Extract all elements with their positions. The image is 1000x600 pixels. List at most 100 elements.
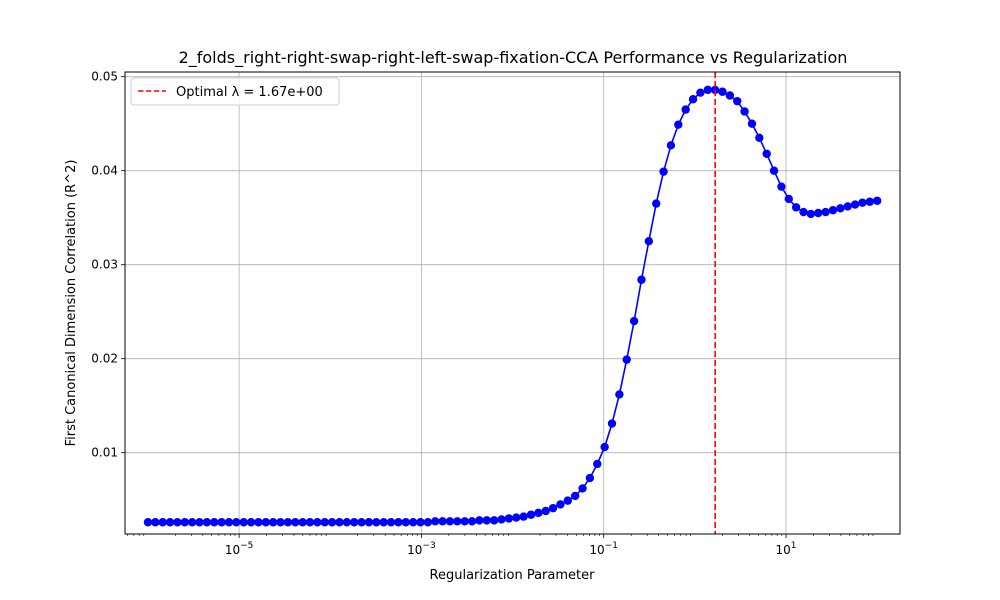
data-point [850, 200, 860, 209]
data-point [187, 518, 197, 527]
y-tick-label: 0.04 [91, 164, 118, 178]
data-point [659, 167, 668, 176]
data-point [180, 518, 189, 527]
x-axis-label: Regularization Parameter [430, 568, 596, 583]
data-point [836, 204, 845, 213]
x-tick-label: 10−5 [225, 541, 254, 557]
data-point [394, 518, 403, 527]
data-point [784, 194, 793, 204]
data-point [276, 518, 285, 527]
data-point [548, 503, 558, 513]
data-point [806, 209, 816, 219]
data-point [151, 518, 160, 527]
data-point [320, 518, 329, 527]
data-point [570, 491, 580, 501]
data-point [666, 141, 676, 150]
x-axis-ticks: 10−5 10−3 10−1 101 [127, 534, 874, 557]
data-point [821, 207, 830, 217]
data-point [696, 88, 705, 97]
data-point [438, 517, 447, 526]
data-point [828, 205, 838, 215]
legend-box [130, 77, 340, 106]
data-point [622, 355, 631, 364]
data-point [165, 518, 175, 527]
y-tick-label: 0.03 [91, 258, 118, 272]
data-point [431, 517, 440, 526]
data-point [740, 107, 749, 116]
data-point [467, 517, 477, 526]
data-point [585, 473, 595, 483]
data-point [718, 87, 727, 96]
data-point [674, 120, 683, 129]
data-point [202, 518, 212, 527]
data-point [858, 198, 867, 207]
data-point [755, 133, 764, 142]
data-point [305, 518, 315, 527]
y-axis-label: First Canonical Dimension Correlation (R… [64, 160, 79, 447]
data-point [239, 518, 248, 527]
data-point [158, 518, 167, 527]
data-point [534, 508, 543, 518]
y-axis-ticks: 0.01 0.02 0.03 0.04 0.05 [91, 70, 125, 460]
data-point [556, 500, 565, 509]
data-point [408, 518, 418, 527]
data-point [541, 506, 550, 516]
data-point [703, 85, 712, 95]
data-point [195, 518, 204, 527]
x-tick-label: 10−1 [589, 541, 618, 557]
data-point [232, 518, 241, 527]
legend-label-optimal: Optimal λ = 1.67e+00 [176, 85, 323, 100]
data-point [475, 516, 484, 525]
y-tick-label: 0.02 [91, 352, 118, 366]
data-point [210, 518, 219, 527]
data-point [489, 516, 499, 525]
data-point [364, 518, 374, 527]
data-point [843, 202, 852, 211]
data-point [254, 518, 263, 527]
data-point [865, 197, 875, 206]
data-point [593, 459, 602, 469]
plot-area [143, 72, 882, 534]
data-point [629, 316, 639, 326]
data-point [615, 390, 624, 399]
axes-frame [124, 71, 901, 535]
data-point [733, 96, 742, 106]
y-tick-label: 0.05 [91, 70, 118, 84]
data-point [224, 518, 234, 527]
data-point [261, 518, 271, 527]
data-point [423, 518, 433, 527]
data-point [342, 518, 352, 527]
data-point [688, 95, 698, 104]
data-point [814, 208, 823, 218]
data-point [291, 518, 300, 527]
data-point [526, 510, 536, 519]
data-point [327, 518, 337, 527]
data-point [298, 518, 307, 527]
data-point [747, 119, 757, 128]
data-point [416, 518, 425, 527]
data-point [482, 516, 491, 525]
data-point [173, 518, 182, 527]
data-point [762, 149, 771, 158]
data-point [313, 518, 322, 527]
y-tick-label: 0.01 [91, 446, 118, 460]
data-point [791, 203, 801, 212]
data-point [445, 517, 455, 526]
data-point [652, 199, 661, 208]
data-point [453, 517, 462, 526]
data-point [777, 182, 786, 191]
data-point [799, 207, 808, 217]
data-point [600, 442, 609, 452]
data-point [710, 85, 720, 95]
data-point [372, 518, 381, 527]
data-point [357, 518, 366, 527]
x-tick-label: 10−3 [407, 541, 436, 557]
data-point [681, 105, 690, 114]
data-point [350, 518, 359, 527]
data-point [386, 518, 396, 527]
data-point [769, 166, 779, 175]
data-point [637, 275, 646, 284]
data-point [872, 196, 882, 205]
data-point [379, 518, 388, 527]
data-point [504, 514, 514, 523]
